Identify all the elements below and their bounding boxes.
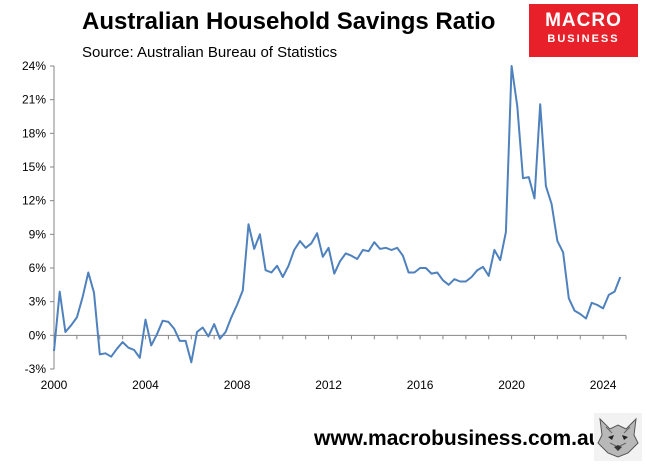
logo-line-2: BUSINESS xyxy=(547,33,620,45)
x-tick-label: 2004 xyxy=(132,378,159,392)
y-tick-label: 18% xyxy=(22,126,46,140)
x-tick-label: 2016 xyxy=(407,378,434,392)
chart-series xyxy=(53,65,622,364)
macrobusiness-logo: MACRO BUSINESS xyxy=(529,4,638,57)
y-tick-label: 21% xyxy=(22,93,46,107)
x-tick-label: 2020 xyxy=(498,378,525,392)
chart-title: Australian Household Savings Ratio xyxy=(82,8,496,35)
y-tick-label: 6% xyxy=(29,261,47,275)
y-tick-label: 12% xyxy=(22,194,46,208)
y-tick-label: 24% xyxy=(22,59,46,73)
series-line-0 xyxy=(53,65,622,364)
y-tick-label: -3% xyxy=(25,362,47,376)
y-tick-label: 0% xyxy=(29,328,47,342)
x-tick-label: 2024 xyxy=(590,378,617,392)
x-tick-label: 2012 xyxy=(315,378,342,392)
x-axis-ticks: 2000 2004 2008 2012 2016 2020 2024 xyxy=(41,335,627,392)
chart-subtitle: Source: Australian Bureau of Statistics xyxy=(82,44,338,61)
y-tick-label: 15% xyxy=(22,160,46,174)
y-tick-label: 3% xyxy=(29,295,47,309)
x-tick-label: 2000 xyxy=(41,378,68,392)
y-axis-ticks: 24% 21% 18% 15% 12% 9% 6% 3% 0% -3% xyxy=(22,59,54,376)
logo-line-1: MACRO xyxy=(545,10,622,31)
wolf-logo-icon xyxy=(594,413,642,461)
y-tick-label: 9% xyxy=(29,227,47,241)
x-tick-label: 2008 xyxy=(224,378,251,392)
footer-url: www.macrobusiness.com.au xyxy=(314,427,602,450)
